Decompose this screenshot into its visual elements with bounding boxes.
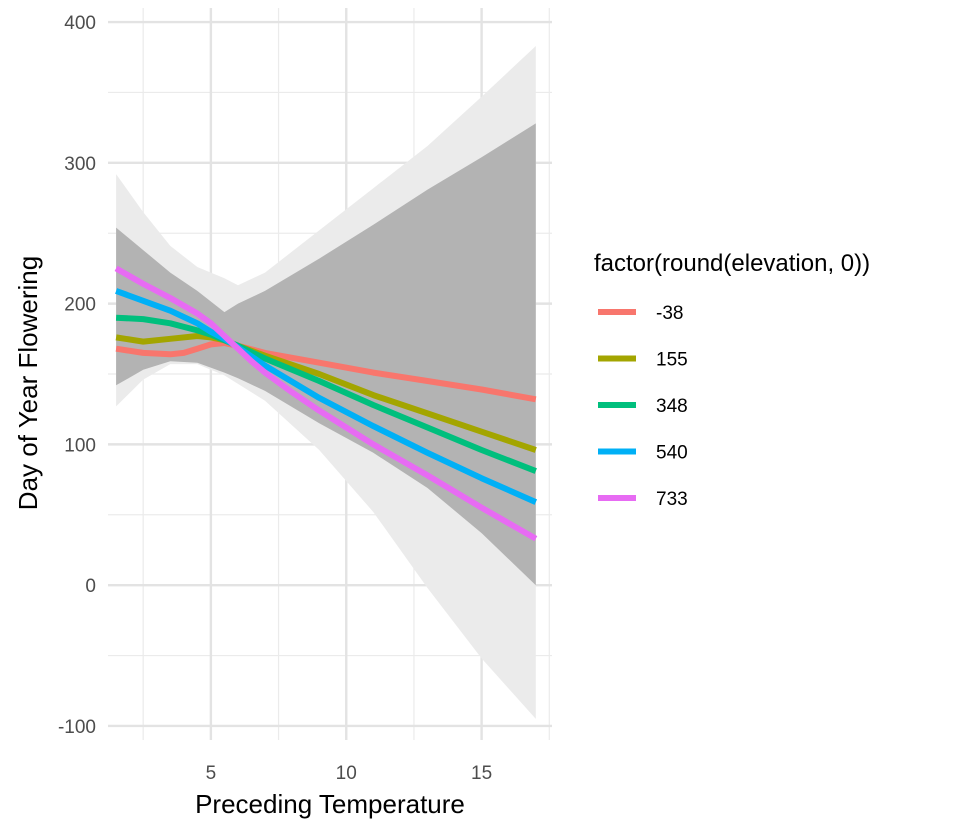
x-tick-label: 5 [206, 763, 217, 784]
legend-label-155: 155 [656, 350, 688, 371]
legend-label-540: 540 [656, 443, 688, 464]
legend: factor(round(elevation, 0)) -38 155 348 540… [594, 250, 870, 510]
legend-label--38: -38 [656, 303, 683, 324]
legend-title: factor(round(elevation, 0)) [594, 250, 870, 277]
y-tick-label: 100 [64, 435, 96, 456]
x-axis-ticks: 5 10 15 [206, 763, 493, 784]
x-tick-label: 10 [336, 763, 357, 784]
y-tick-label: 400 [64, 13, 96, 34]
y-tick-label: 0 [85, 576, 96, 597]
legend-items: -38 155 348 540 733 [598, 303, 688, 510]
inner-confidence-band [116, 123, 536, 586]
x-axis-title: Preceding Temperature [195, 789, 465, 819]
legend-label-733: 733 [656, 489, 688, 510]
y-tick-label: 200 [64, 295, 96, 316]
y-axis-ticks: -100 0 100 200 300 400 [58, 13, 96, 738]
legend-label-348: 348 [656, 396, 688, 417]
series-line-733 [114, 265, 538, 542]
y-axis-title: Day of Year Flowering [13, 256, 43, 510]
y-tick-label: -100 [58, 717, 96, 738]
x-tick-label: 15 [471, 763, 492, 784]
series-lines [114, 265, 538, 542]
y-tick-label: 300 [64, 154, 96, 175]
